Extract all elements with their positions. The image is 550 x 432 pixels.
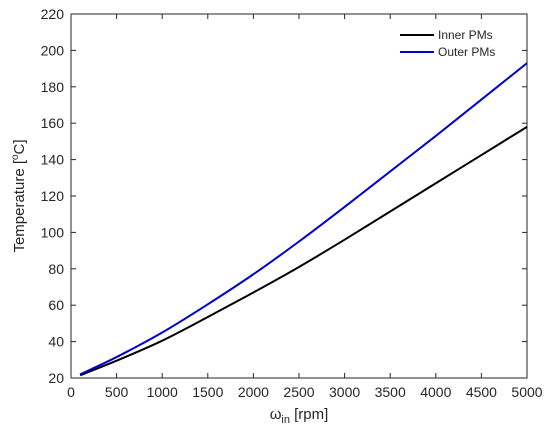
legend: Inner PMs Outer PMs: [400, 28, 495, 59]
x-tick-label: 3500: [375, 384, 406, 400]
y-tick-label: 40: [48, 334, 64, 350]
y-axis-label-pre: Temperature [: [11, 159, 28, 252]
x-axis-label: ωin [rpm]: [270, 406, 329, 426]
y-tick-label: 80: [48, 261, 64, 277]
x-tick-label: 4000: [420, 384, 451, 400]
series-layer: [79, 62, 528, 377]
legend-label: Inner PMs: [438, 28, 493, 42]
y-tick-label: 140: [41, 152, 65, 168]
y-axis-label: Temperature [oC]: [10, 139, 28, 252]
series-line-inner-pms: [79, 125, 528, 377]
x-tick-label: 2500: [283, 384, 314, 400]
y-tick-label: 60: [48, 297, 64, 313]
x-axis-label-sub: in: [281, 414, 290, 426]
y-tick-label: 220: [41, 6, 65, 22]
y-tick-label: 20: [48, 370, 64, 386]
plot-area: [70, 13, 528, 379]
legend-label: Outer PMs: [438, 45, 495, 59]
y-tick-label: 100: [41, 224, 65, 240]
x-tick-label: 500: [105, 384, 129, 400]
series-line-outer-pms: [79, 62, 528, 376]
y-tick-label: 120: [41, 188, 65, 204]
x-tick-label: 1000: [147, 384, 178, 400]
x-tick-label: 1500: [192, 384, 223, 400]
x-tick-label: 0: [67, 384, 75, 400]
x-tick-label: 2000: [238, 384, 269, 400]
y-axis-label-post: C]: [11, 139, 28, 154]
x-axis-label-rest: [rpm]: [290, 406, 328, 423]
x-tick-label: 5000: [511, 384, 542, 400]
x-tick-label: 3000: [329, 384, 360, 400]
x-axis-label-base: ω: [270, 406, 282, 423]
y-tick-label: 160: [41, 115, 65, 131]
ticks-layer: 0 500 1000 1500 2000 2500 3000 3500 4000 4500 5000…: [41, 6, 543, 400]
x-tick-label: 4500: [466, 384, 497, 400]
plot-frame: [70, 13, 528, 379]
y-tick-label: 180: [41, 79, 65, 95]
y-tick-label: 200: [41, 42, 65, 58]
y-axis-label-sup: o: [10, 154, 21, 160]
